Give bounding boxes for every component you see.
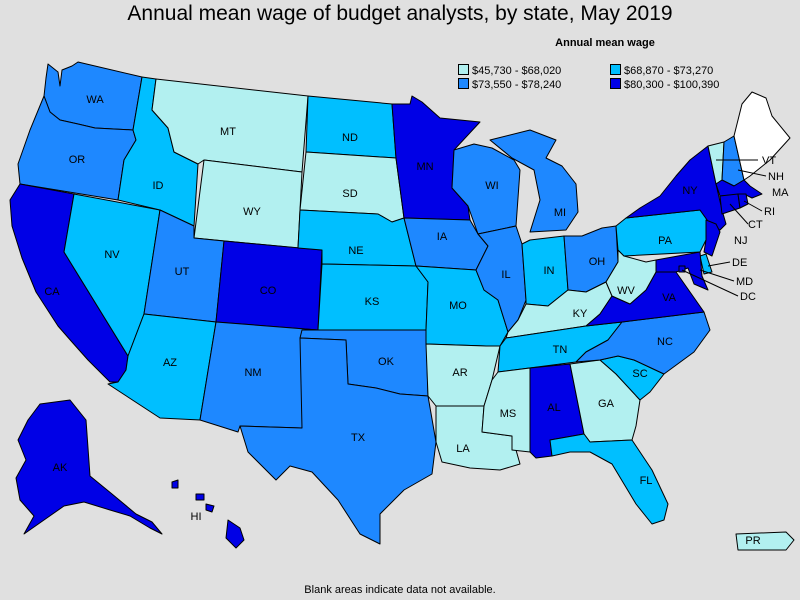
label-ct: CT (748, 219, 763, 231)
state-de[interactable] (699, 253, 713, 275)
state-nd[interactable] (305, 95, 397, 159)
label-tx: TX (351, 432, 366, 444)
label-ia: IA (437, 231, 448, 243)
leader-ct (729, 203, 749, 225)
state-ms[interactable] (481, 367, 531, 453)
legend-item-3: $73,550 - $78,240 (458, 78, 561, 91)
legend-swatch-3 (458, 78, 469, 89)
label-or: OR (69, 154, 86, 166)
label-ma: MA (772, 187, 789, 199)
state-mi[interactable] (489, 129, 579, 233)
label-ar: AR (452, 367, 467, 379)
label-ky: KY (573, 308, 588, 320)
label-pr: PR (745, 535, 760, 547)
state-me[interactable] (733, 91, 791, 181)
label-de: DE (732, 257, 747, 269)
legend-title: Annual mean wage (555, 37, 655, 49)
leader-ri (743, 200, 763, 212)
label-ne: NE (348, 245, 363, 257)
label-in: IN (544, 265, 555, 277)
label-az: AZ (163, 357, 177, 369)
state-md[interactable] (655, 251, 709, 291)
label-ms: MS (500, 408, 517, 420)
label-wv: WV (617, 285, 635, 297)
label-nh: NH (768, 171, 784, 183)
label-nj: NJ (734, 235, 747, 247)
label-ak: AK (53, 462, 68, 474)
legend-label-3: $73,550 - $78,240 (472, 79, 562, 91)
label-vt: VT (762, 155, 776, 167)
label-hi: HI (191, 511, 202, 523)
label-ok: OK (378, 356, 395, 368)
label-mt: MT (220, 126, 236, 138)
legend-item-1: $45,730 - $68,020 (458, 64, 561, 77)
label-oh: OH (589, 256, 606, 268)
state-wi[interactable] (451, 143, 521, 235)
label-nm: NM (244, 367, 261, 379)
label-fl: FL (640, 475, 653, 487)
state-nc[interactable] (575, 311, 711, 375)
label-sc: SC (632, 368, 647, 380)
label-ks: KS (365, 296, 380, 308)
label-mo: MO (449, 300, 467, 312)
label-mn: MN (416, 161, 433, 173)
label-mi: MI (554, 207, 566, 219)
state-tx[interactable] (239, 337, 437, 545)
leader-nh (737, 169, 767, 177)
label-il: IL (501, 269, 510, 281)
label-nv: NV (104, 249, 120, 261)
footer-note: Blank areas indicate data not available. (304, 584, 496, 596)
label-ri: RI (764, 206, 775, 218)
legend-label-2: $68,870 - $73,270 (624, 65, 714, 77)
label-pa: PA (658, 235, 673, 247)
label-wa: WA (86, 94, 104, 106)
state-pr[interactable] (735, 531, 795, 551)
leader-de (707, 261, 731, 267)
state-ak[interactable] (15, 399, 163, 535)
label-va: VA (662, 292, 677, 304)
label-tn: TN (553, 344, 568, 356)
state-ri[interactable] (737, 193, 749, 209)
label-ut: UT (175, 266, 190, 278)
state-mt[interactable] (151, 78, 309, 173)
leader-md (699, 269, 735, 282)
label-ga: GA (598, 398, 615, 410)
legend-swatch-2 (610, 64, 621, 75)
label-nc: NC (657, 336, 673, 348)
legend-item-2: $68,870 - $73,270 (610, 64, 713, 77)
label-co: CO (260, 285, 277, 297)
label-wy: WY (243, 206, 261, 218)
map-title: Annual mean wage of budget analysts, by … (127, 2, 673, 25)
legend-label-4: $80,300 - $100,390 (624, 79, 720, 91)
state-wy[interactable] (193, 159, 303, 249)
state-fl[interactable] (549, 433, 669, 525)
legend-item-4: $80,300 - $100,390 (610, 78, 719, 91)
legend-label-1: $45,730 - $68,020 (472, 65, 562, 77)
label-md: MD (736, 276, 753, 288)
label-ny: NY (682, 185, 698, 197)
label-la: LA (456, 443, 470, 455)
state-hi[interactable] (171, 479, 245, 549)
legend-swatch-1 (458, 64, 469, 75)
label-ca: CA (44, 286, 60, 298)
label-nd: ND (342, 132, 358, 144)
state-nj[interactable] (703, 219, 721, 257)
label-sd: SD (342, 188, 357, 200)
label-wi: WI (485, 180, 498, 192)
legend-swatch-4 (610, 78, 621, 89)
label-dc: DC (740, 291, 756, 303)
label-al: AL (547, 402, 560, 414)
label-id: ID (153, 180, 164, 192)
leader-dc (681, 269, 739, 297)
